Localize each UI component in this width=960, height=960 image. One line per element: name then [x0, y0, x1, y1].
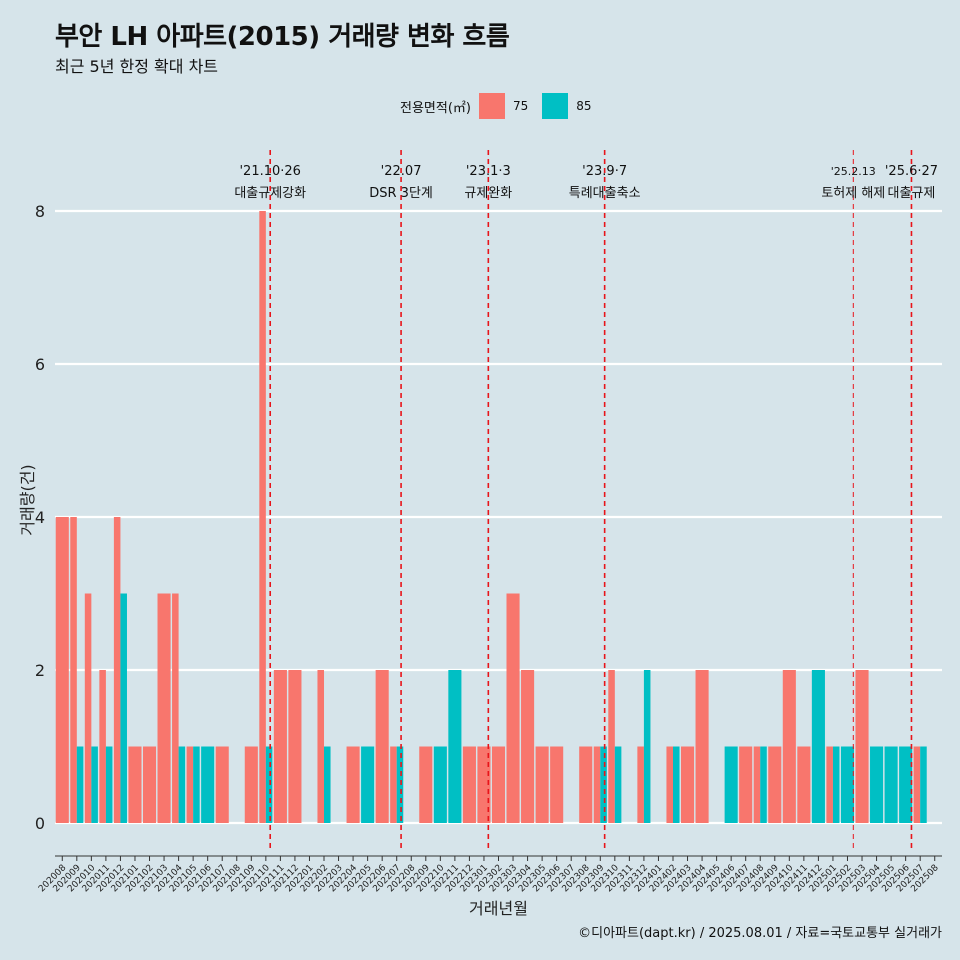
bar-85: [361, 746, 375, 823]
bar-75: [637, 746, 644, 823]
bar-75: [826, 746, 833, 823]
bar-75: [797, 746, 811, 823]
event-name-label: 특례대출축소: [569, 186, 641, 201]
bar-75: [608, 670, 615, 823]
y-tick-label: 6: [35, 355, 45, 374]
event-name-label: 대출규제: [888, 186, 936, 201]
chart-subtitle: 최근 5년 한정 확대 차트: [55, 57, 219, 76]
legend-swatch-85: [542, 93, 569, 119]
bar-85: [76, 746, 84, 823]
bar-85: [324, 746, 331, 823]
bar-85: [884, 746, 898, 823]
chart-title: 부안 LH 아파트(2015) 거래량 변화 흐름: [55, 22, 510, 52]
bar-75: [375, 670, 389, 823]
bar-75: [128, 746, 142, 823]
bar-85: [396, 746, 404, 823]
bar-75: [462, 746, 476, 823]
event-name-label: 규제완화: [464, 186, 512, 201]
bar-75: [172, 593, 179, 823]
y-tick-label: 8: [35, 202, 45, 221]
bar-75: [491, 746, 506, 823]
x-axis-title: 거래년월: [469, 899, 528, 918]
y-axis-title: 거래량(건): [18, 464, 37, 535]
bar-85: [643, 670, 651, 823]
bar-75: [782, 670, 796, 823]
bar-75: [273, 670, 287, 823]
bar-75: [259, 211, 266, 823]
bar-75: [695, 670, 709, 823]
bar-85: [760, 746, 767, 823]
bar-85: [832, 746, 840, 823]
bar-75: [317, 670, 325, 823]
legend: 전용면적(㎡) 75 85: [400, 93, 606, 119]
y-tick-label: 2: [35, 661, 45, 680]
bar-85: [448, 670, 462, 823]
bar-75: [84, 593, 92, 823]
bar-75: [477, 746, 491, 823]
bar-75: [666, 746, 673, 823]
bar-85: [672, 746, 680, 823]
event-name-label: DSR 3단계: [369, 186, 433, 201]
source-caption: ©디아파트(dapt.kr) / 2025.08.01 / 자료=국토교통부 실…: [578, 926, 942, 941]
y-tick-label: 0: [35, 814, 45, 833]
event-date-label: '22.07: [381, 164, 422, 179]
legend-swatch-75: [478, 93, 505, 119]
event-date-label: '23.9·7: [582, 164, 627, 179]
bar-85: [105, 746, 113, 823]
bar-85: [91, 746, 98, 823]
bar-85: [870, 746, 884, 823]
bar-85: [120, 593, 127, 823]
bar-85: [193, 746, 200, 823]
bar-75: [70, 517, 77, 823]
bar-75: [288, 670, 302, 823]
bar-75: [186, 746, 194, 823]
bar-85: [840, 746, 855, 823]
bar-75: [768, 746, 782, 823]
bar-75: [142, 746, 157, 823]
bar-85: [614, 746, 622, 823]
event-date-label: '23.1·3: [466, 164, 511, 179]
bar-75: [99, 670, 106, 823]
bar-75: [215, 746, 229, 823]
bar-75: [157, 593, 171, 823]
bar-75: [535, 746, 549, 823]
bar-75: [913, 746, 921, 823]
event-date-label: '25.6·27: [885, 164, 938, 179]
bar-75: [680, 746, 695, 823]
bar-75: [390, 746, 397, 823]
bar-75: [419, 746, 433, 823]
bar-75: [855, 670, 869, 823]
event-date-label: '25.2.13: [831, 165, 876, 178]
bar-75: [753, 746, 761, 823]
bar-75: [521, 670, 535, 823]
bar-85: [433, 746, 447, 823]
bar-85: [811, 670, 825, 823]
bar-85: [899, 746, 913, 823]
bar-85: [178, 746, 186, 823]
bar-75: [593, 746, 601, 823]
bar-75: [113, 517, 121, 823]
legend-title: 전용면적(㎡): [400, 100, 471, 116]
bar-75: [244, 746, 258, 823]
bar-75: [550, 746, 564, 823]
bar-75: [506, 593, 520, 823]
bar-75: [55, 517, 69, 823]
event-date-label: '21.10·26: [239, 164, 300, 179]
bar-85: [724, 746, 738, 823]
bar-85: [920, 746, 927, 823]
event-name-label: 토허제 해제: [821, 186, 885, 201]
legend-label-85: 85: [576, 99, 592, 113]
legend-label-75: 75: [512, 99, 529, 113]
bar-85: [265, 746, 273, 823]
bar-85: [201, 746, 215, 823]
bar-75: [579, 746, 593, 823]
event-name-label: 대출규제강화: [234, 186, 306, 201]
y-tick-label: 4: [35, 508, 45, 527]
bar-75: [739, 746, 753, 823]
bar-85: [600, 746, 607, 823]
bar-75: [346, 746, 360, 823]
